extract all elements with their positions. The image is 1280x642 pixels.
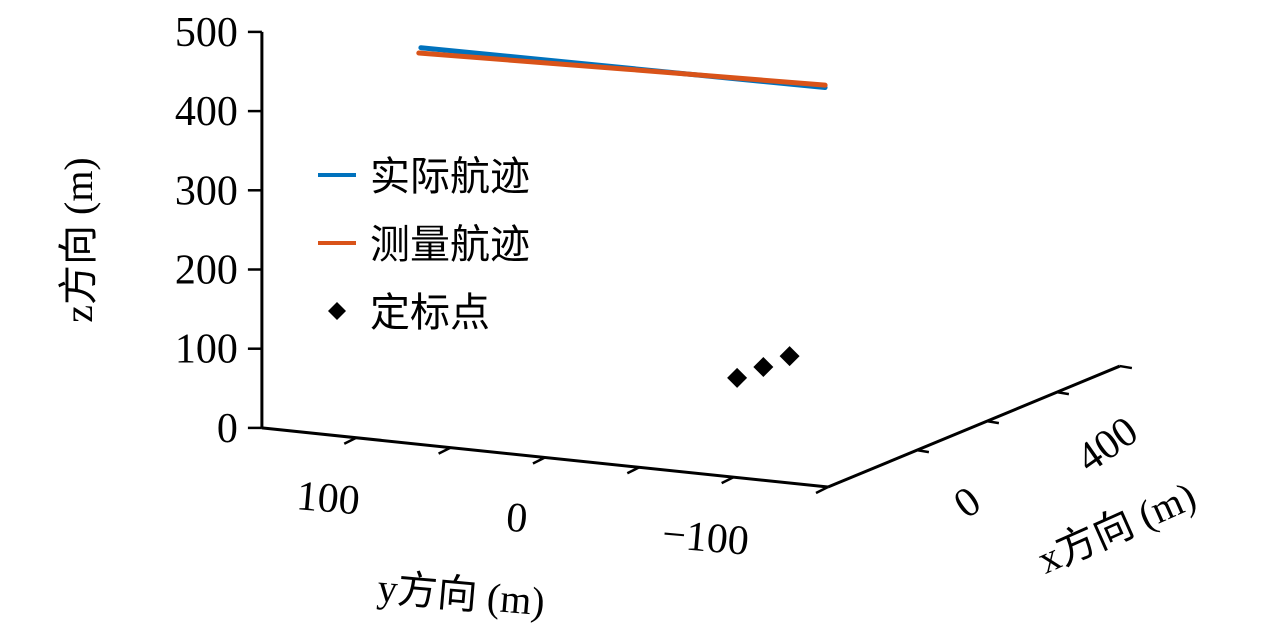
legend-label: 实际航迹: [370, 154, 530, 200]
y-tick-label: 0: [504, 495, 529, 543]
z-tick-label: 300: [175, 168, 238, 214]
z-axis-label: z方向 (m): [56, 157, 101, 323]
calibration-point-marker: [727, 367, 748, 388]
axes: 0 100 200 300 400 500 100 0 −100 0 400: [175, 10, 1147, 565]
x-tick: [1119, 364, 1133, 370]
y-tick-label: 100: [295, 473, 362, 524]
y-tick: [343, 436, 357, 445]
y-tick-label: −100: [660, 511, 750, 564]
z-tick-label: 100: [175, 327, 238, 373]
legend-label: 定标点: [370, 290, 490, 336]
y-tick: [626, 466, 640, 475]
calibration-point-marker: [753, 356, 774, 377]
x-tick: [986, 419, 1000, 425]
calibration-point-marker: [779, 346, 800, 367]
z-tick-label: 0: [217, 406, 238, 452]
series-layer: [416, 45, 828, 388]
series-line: [416, 50, 828, 88]
x-tick: [916, 448, 930, 454]
legend-label: 测量航迹: [370, 222, 530, 268]
y-tick: [438, 446, 452, 455]
x-tick-label: 0: [946, 478, 990, 528]
x-tick-label: 400: [1068, 408, 1146, 482]
x-axis-label: x方向 (m): [1031, 473, 1203, 582]
x-tick: [1056, 390, 1070, 396]
y-tick: [815, 485, 829, 495]
z-tick-label: 200: [175, 248, 238, 294]
y-tick: [721, 476, 735, 485]
legend-diamond-swatch: [328, 302, 346, 320]
z-tick-label: 400: [175, 89, 238, 135]
z-tick-label: 500: [175, 10, 238, 56]
x-axis-line: [827, 364, 1121, 489]
y-axis-label: y方向 (m): [376, 565, 547, 624]
y-tick: [532, 456, 546, 465]
